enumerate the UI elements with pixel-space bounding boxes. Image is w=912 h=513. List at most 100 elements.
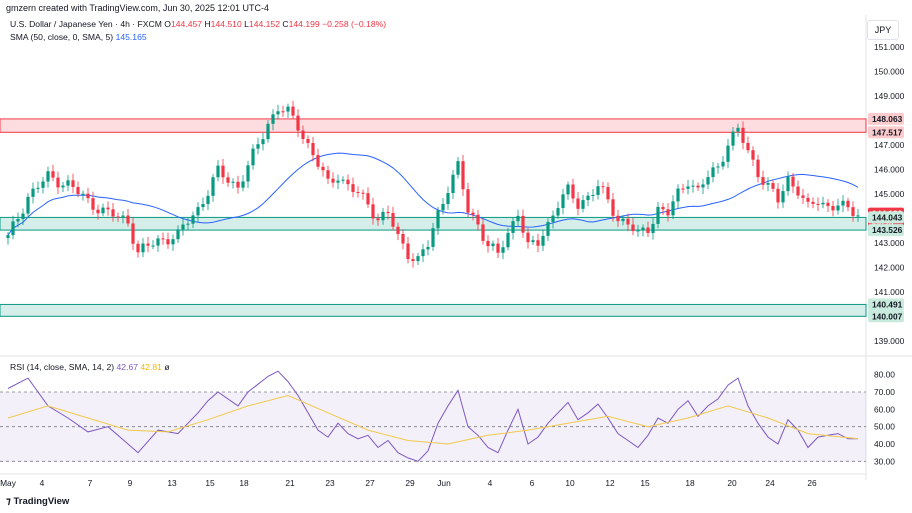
candle-body xyxy=(731,131,735,146)
candle-body xyxy=(711,167,715,178)
candle-body xyxy=(156,238,160,246)
candle-body xyxy=(186,223,190,225)
time-tick-label: 4 xyxy=(40,478,45,488)
price-tag-label: 143.526 xyxy=(872,225,903,235)
candle-body xyxy=(596,186,600,196)
price-tag-label: 140.491 xyxy=(872,299,903,309)
price-tag-label: 148.063 xyxy=(872,114,903,124)
candle-body xyxy=(71,180,75,188)
time-tick-label: 15 xyxy=(205,478,215,488)
zone-support-2[interactable] xyxy=(0,303,867,317)
candle-body xyxy=(411,259,415,262)
candle-body xyxy=(136,243,140,253)
candle-body xyxy=(646,227,650,234)
candle-body xyxy=(91,198,95,210)
candle-body xyxy=(171,239,175,245)
rsi-tick-label: 30.00 xyxy=(874,456,895,466)
price-tick-label: 146.000 xyxy=(874,164,905,174)
candle-body xyxy=(371,204,375,219)
price-tick-label: 141.000 xyxy=(874,287,905,297)
brand-text: TradingView xyxy=(13,496,70,507)
candle-body xyxy=(701,184,705,188)
candle-body xyxy=(801,195,805,198)
candle-body xyxy=(736,127,740,132)
price-tag-bg xyxy=(868,126,904,139)
time-tick-label: 24 xyxy=(765,478,775,488)
candle-body xyxy=(851,207,855,216)
candle-body xyxy=(116,216,120,218)
candle-body xyxy=(641,227,645,231)
candle-body xyxy=(476,214,480,225)
candle-body xyxy=(681,188,685,190)
candle-body xyxy=(616,215,620,222)
low-label: L xyxy=(244,19,249,29)
candle-body xyxy=(221,165,225,178)
candle-body xyxy=(536,240,540,246)
candle-body xyxy=(401,234,405,244)
candle-body xyxy=(771,183,775,189)
candle-body xyxy=(706,177,710,185)
rsi-sma-line[interactable] xyxy=(7,394,859,445)
candle-body xyxy=(531,240,535,243)
candle-body xyxy=(296,115,300,131)
time-tick-label: 15 xyxy=(640,478,650,488)
price-tick-label: 142.000 xyxy=(874,262,905,272)
price-tick-label: 151.000 xyxy=(874,42,905,52)
candle-body xyxy=(456,161,460,175)
candle-body xyxy=(791,176,795,187)
candle-body xyxy=(441,204,445,211)
candle-body xyxy=(776,188,780,203)
candle-body xyxy=(106,207,110,210)
time-tick-label: 27 xyxy=(365,478,375,488)
candle-body xyxy=(696,185,700,188)
candle-body xyxy=(121,215,125,217)
candle-body xyxy=(276,111,280,115)
rsi-tick-label: 40.00 xyxy=(874,439,895,449)
time-tick-label: Jun xyxy=(437,478,451,488)
candle-body xyxy=(326,170,330,179)
candle-body xyxy=(836,205,840,211)
candle-body xyxy=(131,223,135,244)
candle-body xyxy=(151,245,155,247)
low-value: 144.152 xyxy=(248,19,280,29)
candle-body xyxy=(671,201,675,216)
candle-body xyxy=(41,181,45,188)
candle-body xyxy=(21,213,25,220)
candle-body xyxy=(181,224,185,230)
candle-body xyxy=(496,243,500,253)
price-tag-label: 140.007 xyxy=(872,311,903,321)
close-label: C xyxy=(282,19,289,29)
candle-body xyxy=(206,195,210,205)
price-tick-label: 149.000 xyxy=(874,91,905,101)
zone-resistance[interactable] xyxy=(0,118,867,133)
rsi-legend: RSI (14, close, SMA, 14, 2) 42.67 42.81 … xyxy=(10,362,170,372)
candle-body xyxy=(176,229,180,240)
candle-body xyxy=(541,235,545,246)
candle-body xyxy=(511,221,515,233)
sma-line[interactable] xyxy=(7,152,859,236)
rsi-label[interactable]: RSI (14, close, SMA, 14, 2) xyxy=(10,362,115,372)
candle-body xyxy=(481,224,485,241)
candle-body xyxy=(351,184,355,192)
candle-body xyxy=(251,148,255,166)
candle-body xyxy=(291,106,295,116)
candle-body xyxy=(436,210,440,229)
candle-body xyxy=(781,191,785,203)
candle-body xyxy=(331,178,335,183)
candle-body xyxy=(146,243,150,246)
sma-label[interactable]: SMA (50, close, 0, SMA, 5) xyxy=(10,32,114,42)
candle-body xyxy=(111,209,115,217)
candle-body xyxy=(241,181,245,188)
candle-body xyxy=(726,145,730,162)
time-tick-label: 18 xyxy=(239,478,249,488)
candle-body xyxy=(521,215,525,233)
rsi-tick-label: 80.00 xyxy=(874,370,895,380)
rsi-line[interactable] xyxy=(7,370,858,462)
candle-body xyxy=(716,166,720,168)
currency-button[interactable]: JPY xyxy=(867,20,899,40)
symbol-name[interactable]: U.S. Dollar / Japanese Yen · 4h · FXCM xyxy=(10,19,162,29)
candle-body xyxy=(236,181,240,188)
candle-body xyxy=(571,184,575,199)
candle-body xyxy=(621,218,625,222)
